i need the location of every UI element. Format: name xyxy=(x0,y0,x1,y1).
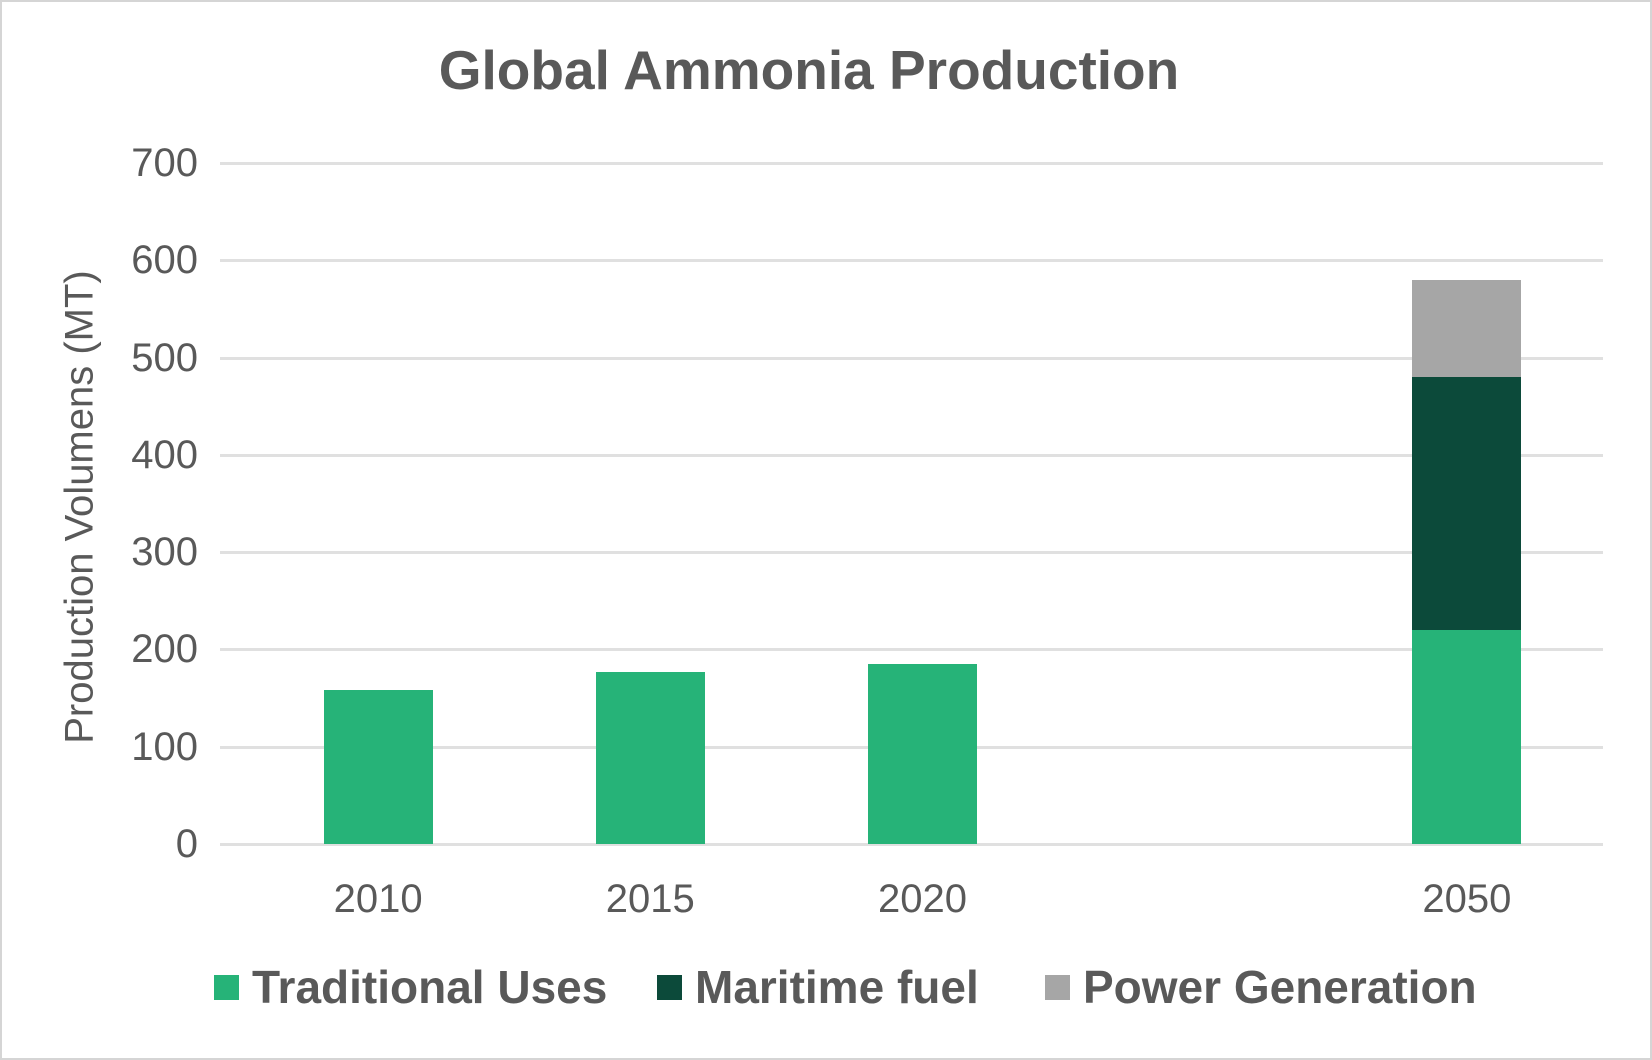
y-tick-label-500: 500 xyxy=(131,335,198,380)
gridline-400 xyxy=(220,453,1603,457)
y-tick-label-0: 0 xyxy=(175,822,198,866)
legend-swatch-power-generation xyxy=(1045,974,1070,1000)
bar-2020-traditional-uses[interactable] xyxy=(868,664,977,844)
x-tick-label-2010: 2010 xyxy=(333,877,423,921)
gridline-200 xyxy=(220,648,1603,652)
bar-2010-traditional-uses[interactable] xyxy=(323,690,433,844)
bar-2050-maritime-fuel[interactable] xyxy=(1412,377,1522,630)
x-tick-label-2015: 2015 xyxy=(605,877,695,921)
y-tick-label-300: 300 xyxy=(131,530,198,575)
legend-item-maritime-fuel[interactable]: Maritime fuel xyxy=(657,960,979,1014)
legend-item-traditional-uses[interactable]: Traditional Uses xyxy=(214,960,607,1014)
y-tick-label-700: 700 xyxy=(131,141,198,185)
chart-title: Global Ammonia Production xyxy=(438,39,1180,101)
y-tick-label-200: 200 xyxy=(131,627,198,672)
gridline-700 xyxy=(220,162,1603,165)
legend-swatch-maritime-fuel xyxy=(657,974,682,1000)
gridline-600 xyxy=(220,259,1603,263)
x-tick-label-2020: 2020 xyxy=(878,877,967,921)
legend: Traditional Uses Maritime fuel Power Gener… xyxy=(2,960,1650,1020)
legend-swatch-traditional-uses xyxy=(214,974,239,1000)
y-tick-label-600: 600 xyxy=(131,238,198,283)
legend-label-traditional-uses: Traditional Uses xyxy=(252,961,608,1013)
legend-label-power-generation: Power Generation xyxy=(1083,961,1477,1013)
gridline-0 xyxy=(220,843,1603,846)
bar-2015-traditional-uses[interactable] xyxy=(595,671,705,844)
legend-item-power-generation[interactable]: Power Generation xyxy=(1045,960,1477,1014)
bar-2050-power-generation[interactable] xyxy=(1412,279,1522,378)
y-tick-label-100: 100 xyxy=(131,724,198,769)
bar-2050-traditional-uses[interactable] xyxy=(1412,629,1522,844)
x-tick-label-2050: 2050 xyxy=(1422,877,1512,921)
y-tick-label-400: 400 xyxy=(131,432,198,477)
legend-label-maritime-fuel: Maritime fuel xyxy=(695,961,979,1013)
gridline-500 xyxy=(220,356,1603,360)
gridline-300 xyxy=(220,551,1603,555)
